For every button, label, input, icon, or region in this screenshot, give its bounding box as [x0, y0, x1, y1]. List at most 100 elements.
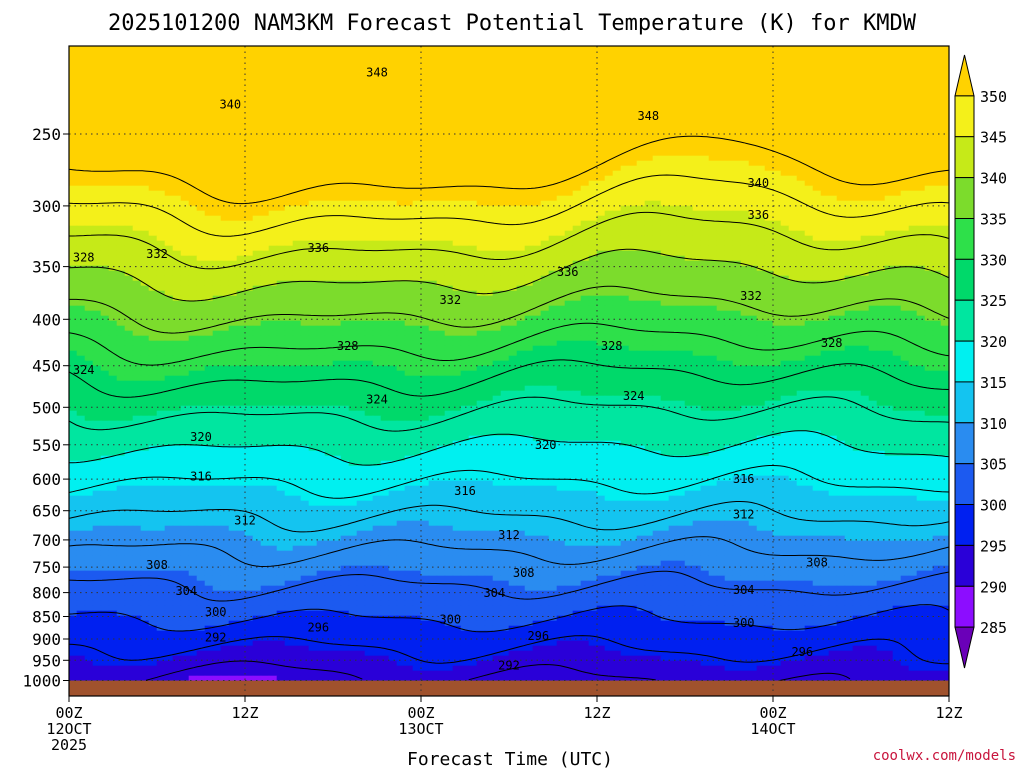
- field-cell: [684, 46, 694, 52]
- field-cell: [556, 60, 566, 67]
- field-cell: [916, 110, 926, 117]
- field-cell: [100, 110, 110, 117]
- field-cell: [588, 130, 598, 137]
- field-cell: [316, 215, 326, 222]
- field-cell: [572, 130, 582, 137]
- field-cell: [364, 105, 374, 112]
- field-cell: [420, 245, 430, 252]
- field-cell: [380, 170, 390, 177]
- field-cell: [76, 170, 86, 177]
- field-cell: [708, 220, 718, 227]
- field-cell: [588, 235, 598, 242]
- field-cell: [332, 85, 342, 92]
- field-cell: [348, 100, 358, 107]
- field-cell: [92, 65, 102, 72]
- field-cell: [508, 225, 518, 232]
- field-cell: [292, 50, 302, 57]
- field-cell: [548, 125, 558, 132]
- field-cell: [276, 135, 286, 142]
- field-cell: [260, 255, 270, 262]
- field-cell: [508, 140, 518, 147]
- field-cell: [396, 250, 406, 257]
- field-cell: [84, 115, 94, 122]
- field-cell: [604, 245, 614, 252]
- field-cell: [108, 125, 118, 132]
- field-cell: [708, 170, 718, 177]
- field-cell: [268, 225, 278, 232]
- field-cell: [716, 215, 726, 222]
- field-cell: [404, 265, 414, 272]
- field-cell: [556, 80, 566, 87]
- field-cell: [812, 55, 822, 62]
- field-cell: [940, 100, 949, 107]
- field-cell: [556, 195, 566, 202]
- field-cell: [164, 255, 174, 262]
- field-cell: [124, 260, 134, 267]
- field-cell: [628, 215, 638, 222]
- field-cell: [836, 160, 846, 167]
- field-cell: [420, 125, 430, 132]
- field-cell: [628, 130, 638, 137]
- field-cell: [924, 46, 934, 52]
- field-cell: [556, 135, 566, 142]
- field-cell: [372, 170, 382, 177]
- field-cell: [604, 50, 614, 57]
- field-cell: [180, 140, 190, 147]
- field-cell: [220, 210, 230, 217]
- field-cell: [124, 235, 134, 242]
- field-cell: [76, 210, 86, 217]
- field-cell: [772, 70, 782, 77]
- field-cell: [836, 230, 846, 237]
- field-cell: [388, 65, 398, 72]
- field-cell: [684, 175, 694, 182]
- field-cell: [644, 235, 654, 242]
- field-cell: [780, 245, 790, 252]
- field-cell: [276, 90, 286, 97]
- field-cell: [124, 120, 134, 127]
- field-cell: [532, 240, 542, 247]
- field-cell: [340, 85, 350, 92]
- field-cell: [540, 100, 550, 107]
- field-cell: [140, 240, 150, 247]
- field-cell: [92, 165, 102, 172]
- field-cell: [860, 125, 870, 132]
- field-cell: [620, 245, 630, 252]
- field-cell: [684, 130, 694, 137]
- field-cell: [140, 205, 150, 212]
- field-cell: [868, 265, 878, 272]
- field-cell: [788, 50, 798, 57]
- field-cell: [684, 230, 694, 237]
- field-cell: [516, 195, 526, 202]
- field-cell: [388, 185, 398, 192]
- field-cell: [420, 75, 430, 82]
- field-cell: [364, 180, 374, 187]
- field-cell: [916, 85, 926, 92]
- field-cell: [836, 260, 846, 267]
- field-cell: [364, 245, 374, 252]
- field-cell: [212, 80, 222, 87]
- field-cell: [828, 190, 838, 197]
- field-cell: [908, 175, 918, 182]
- field-cell: [604, 115, 614, 122]
- field-cell: [436, 135, 446, 142]
- field-cell: [780, 170, 790, 177]
- field-cell: [260, 145, 270, 152]
- field-cell: [524, 125, 534, 132]
- field-cell: [668, 250, 678, 257]
- field-cell: [700, 225, 710, 232]
- field-cell: [940, 225, 949, 232]
- field-cell: [820, 135, 830, 142]
- field-cell: [764, 55, 774, 62]
- field-cell: [828, 245, 838, 252]
- field-cell: [69, 50, 78, 57]
- field-cell: [700, 250, 710, 257]
- field-cell: [884, 65, 894, 72]
- field-cell: [676, 255, 686, 262]
- field-cell: [780, 60, 790, 67]
- field-cell: [84, 230, 94, 237]
- field-cell: [716, 185, 726, 192]
- field-cell: [828, 220, 838, 227]
- field-cell: [636, 105, 646, 112]
- field-cell: [748, 120, 758, 127]
- field-cell: [700, 260, 710, 267]
